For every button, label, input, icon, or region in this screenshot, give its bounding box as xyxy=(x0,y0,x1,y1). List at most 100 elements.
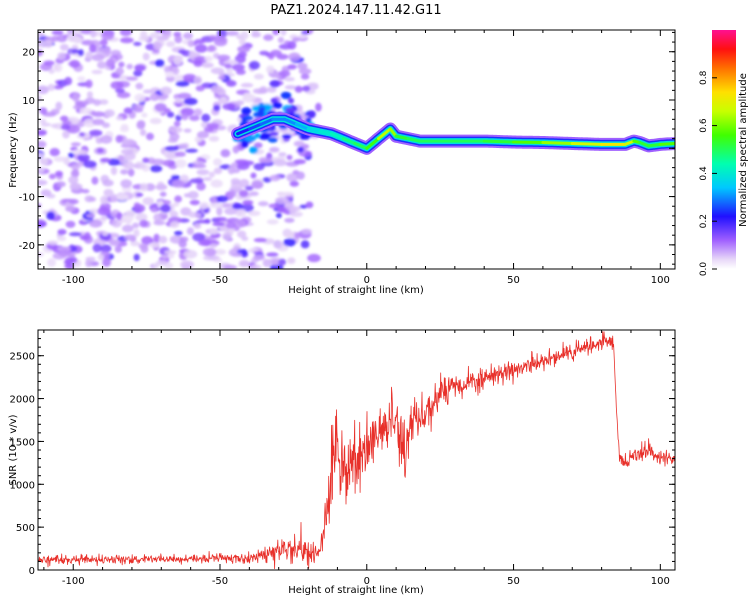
noise-blob xyxy=(251,180,263,189)
noise-blob xyxy=(234,159,249,164)
noise-blob xyxy=(215,217,227,222)
noise-blob xyxy=(212,222,225,227)
noise-blob xyxy=(62,130,70,139)
snr-frame xyxy=(37,329,676,571)
noise-blob xyxy=(150,165,163,173)
noise-blob xyxy=(153,213,162,222)
noise-blob xyxy=(250,264,262,269)
noise-blob xyxy=(289,207,296,215)
noise-blob xyxy=(242,93,256,103)
noise-blob xyxy=(193,75,203,85)
noise-blob xyxy=(275,212,282,219)
noise-blob xyxy=(164,146,179,152)
noise-blob xyxy=(208,171,215,178)
noise-blob xyxy=(133,107,144,113)
signal-blob xyxy=(280,91,292,100)
colorbar-tick-label: 0.2 xyxy=(699,214,709,228)
noise-blob xyxy=(125,210,136,218)
noise-blob xyxy=(149,93,160,101)
ridge-core-segment xyxy=(512,140,545,144)
noise-blob xyxy=(175,97,182,104)
noise-blob xyxy=(239,38,246,46)
figure-title: PAZ1.2024.147.11.42.G11 xyxy=(270,3,441,18)
noise-blob xyxy=(86,213,96,218)
noise-blob xyxy=(70,245,78,252)
noise-blob xyxy=(204,218,211,224)
noise-blob xyxy=(133,70,143,77)
noise-blob xyxy=(175,114,182,122)
noise-blob xyxy=(96,147,104,154)
noise-blob xyxy=(38,202,42,209)
noise-blob xyxy=(172,179,185,188)
noise-blob xyxy=(119,30,132,37)
noise-blob xyxy=(136,120,146,130)
noise-blob xyxy=(44,39,53,48)
noise-blob xyxy=(222,232,232,241)
noise-blob xyxy=(181,113,189,121)
noise-blob xyxy=(174,151,186,157)
noise-blob xyxy=(68,253,75,258)
x-tick-label: -50 xyxy=(212,275,228,286)
noise-blob xyxy=(65,206,76,212)
noise-blob xyxy=(85,256,96,262)
noise-blob xyxy=(278,70,291,78)
noise-blob xyxy=(217,75,226,80)
signal-blob xyxy=(241,116,248,124)
noise-blob xyxy=(236,69,246,75)
noise-blob xyxy=(89,219,103,228)
y-tick-label: 500 xyxy=(16,523,35,534)
y-tick-label: 2000 xyxy=(10,395,35,406)
noise-blob xyxy=(58,249,71,257)
x-tick-label: 0 xyxy=(364,275,370,286)
noise-blob xyxy=(77,49,84,57)
y-tick-label: 0 xyxy=(29,566,35,577)
noise-blob xyxy=(38,85,49,95)
noise-blob xyxy=(293,140,305,147)
noise-blob xyxy=(278,258,287,266)
ridge-core-segment xyxy=(394,134,410,141)
noise-blob xyxy=(173,120,181,127)
noise-blob xyxy=(168,126,183,134)
noise-blob xyxy=(203,126,215,133)
noise-blob xyxy=(77,153,90,162)
signal-blob xyxy=(256,109,265,118)
snr-ylabel: SNR (10 * v/v) xyxy=(8,414,19,485)
noise-blob xyxy=(266,252,279,257)
ridge-core-segment xyxy=(353,142,369,150)
x-tick-label: -100 xyxy=(62,275,85,286)
noise-blob xyxy=(109,239,121,247)
noise-blob xyxy=(209,202,224,209)
noise-blob xyxy=(99,244,112,253)
noise-blob xyxy=(297,62,308,70)
noise-blob xyxy=(182,32,194,40)
noise-blob xyxy=(133,41,142,47)
noise-blob xyxy=(86,91,93,99)
noise-blob xyxy=(166,111,175,118)
noise-blob xyxy=(148,242,161,248)
noise-blob xyxy=(64,257,74,266)
noise-blob xyxy=(228,190,237,198)
x-tick-label: 100 xyxy=(651,576,670,587)
noise-blob xyxy=(174,230,183,236)
noise-blob xyxy=(103,188,114,197)
noise-blob xyxy=(57,246,71,252)
noise-blob xyxy=(68,232,82,237)
noise-blob xyxy=(133,253,140,262)
colorbar-tick-label: 0.4 xyxy=(699,166,709,181)
spectrogram-frame xyxy=(37,29,676,270)
noise-blob xyxy=(247,210,261,216)
noise-blob xyxy=(294,232,301,239)
noise-blob xyxy=(226,222,237,229)
noise-blob xyxy=(99,135,113,144)
signal-blob xyxy=(307,110,316,119)
noise-blob xyxy=(189,115,200,121)
noise-blob xyxy=(124,234,136,241)
noise-blob xyxy=(38,49,44,57)
noise-blob xyxy=(57,52,66,60)
noise-blob xyxy=(135,213,148,222)
noise-blob xyxy=(71,169,80,178)
noise-blob xyxy=(159,191,167,197)
noise-blob xyxy=(224,207,238,215)
noise-blob xyxy=(237,45,251,53)
noise-blob xyxy=(307,253,321,263)
